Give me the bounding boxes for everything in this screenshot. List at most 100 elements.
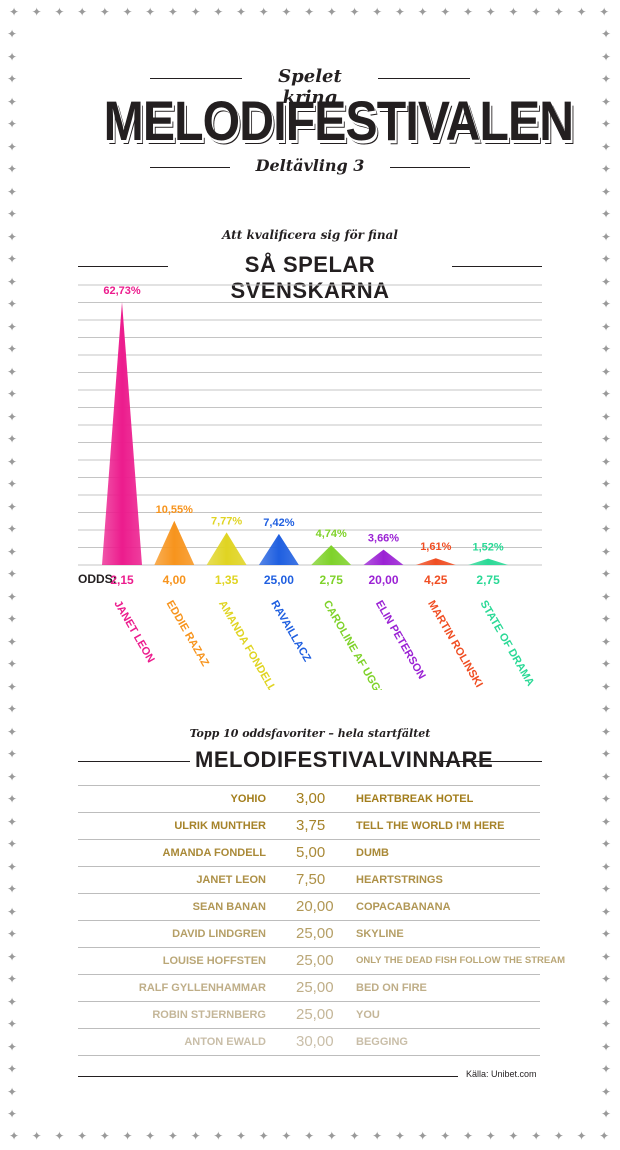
border-star-icon: ✦ — [167, 5, 178, 19]
border-star-icon: ✦ — [600, 27, 612, 41]
border-star-icon: ✦ — [6, 297, 18, 311]
header-sub-line-right — [390, 167, 470, 168]
border-star-icon: ✦ — [6, 117, 18, 131]
table-row: LOUISE HOFFSTEN 25,00 ONLY THE DEAD FISH F… — [78, 947, 565, 974]
border-star-icon: ✦ — [190, 5, 201, 19]
odds-cell: 25,00 — [296, 952, 334, 969]
song-cell: HEARTSTRINGS — [356, 874, 443, 886]
artist-cell: DAVID LINDGREN — [172, 928, 266, 940]
border-star-icon: ✦ — [600, 387, 612, 401]
chart-odds-label: 4,00 — [163, 573, 187, 587]
chart-odds-label: 4,25 — [424, 573, 448, 587]
border-star-icon: ✦ — [235, 1129, 247, 1143]
border-star-icon: ✦ — [6, 679, 18, 694]
border-star-icon: ✦ — [6, 792, 18, 806]
border-star-icon: ✦ — [600, 1039, 612, 1054]
chart-category-label: MARTIN ROLINSKI — [425, 599, 485, 690]
border-star-icon: ✦ — [440, 5, 451, 19]
border-star-icon: ✦ — [600, 1084, 612, 1099]
border-star-icon: ✦ — [6, 634, 18, 649]
border-star-icon: ✦ — [6, 409, 18, 424]
section1-title: SÅ SPELAR SVENSKARNA — [230, 252, 390, 303]
border-star-icon: ✦ — [6, 477, 18, 491]
border-star-icon: ✦ — [394, 1129, 405, 1143]
border-star-icon: ✦ — [6, 139, 18, 154]
border-star-icon: ✦ — [6, 882, 18, 896]
chart-bar — [154, 520, 195, 565]
border-star-icon: ✦ — [600, 297, 612, 311]
favorites-table: YOHIO 3,00 HEARTBREAK HOTEL ULRIK MUNTHER 3,… — [78, 785, 565, 1056]
border-star-icon: ✦ — [6, 1039, 18, 1054]
table-row: ROBIN STJERNBERG 25,00 YOU — [78, 1001, 540, 1028]
section2-line-left — [78, 761, 190, 762]
header-top-line-right — [378, 78, 470, 79]
border-star-icon: ✦ — [553, 1129, 564, 1143]
table-row: ANTON EWALD 30,00 BEGGING — [78, 1028, 540, 1056]
border-star-icon: ✦ — [281, 1129, 292, 1143]
odds-cell: 5,00 — [296, 844, 326, 861]
border-star-icon: ✦ — [600, 49, 612, 64]
odds-cell: 25,00 — [296, 1006, 334, 1023]
border-star-icon: ✦ — [600, 409, 612, 424]
border-star-icon: ✦ — [304, 1129, 315, 1143]
chart-category-label: RAVAILLACZ — [268, 599, 313, 665]
border-star-icon: ✦ — [417, 1129, 428, 1143]
artist-cell: ULRIK MUNTHER — [174, 820, 266, 832]
border-star-icon: ✦ — [6, 274, 18, 289]
border-star-icon: ✦ — [6, 342, 18, 356]
header-top-line-left — [150, 78, 242, 79]
border-star-icon: ✦ — [6, 454, 18, 469]
chart-value-label: 7,77% — [211, 515, 242, 527]
border-star-icon: ✦ — [6, 544, 18, 559]
border-star-icon: ✦ — [6, 49, 18, 64]
border-star-icon: ✦ — [600, 94, 612, 109]
border-star-icon: ✦ — [553, 5, 564, 19]
border-star-icon: ✦ — [99, 5, 110, 19]
song-cell: COPACABANANA — [356, 901, 451, 913]
section1-line-left — [78, 266, 168, 267]
chart-odds-label: 2,75 — [476, 573, 500, 587]
chart-value-label: 62,73% — [103, 285, 141, 297]
border-star-icon: ✦ — [6, 972, 18, 986]
border-star-icon: ✦ — [6, 859, 18, 874]
border-star-icon: ✦ — [600, 319, 612, 334]
chart-category-label: STATE OF DRAMA — [478, 599, 537, 689]
border-star-icon: ✦ — [6, 837, 18, 851]
border-star-icon: ✦ — [6, 612, 18, 626]
odds-cell: 25,00 — [296, 925, 334, 942]
border-star-icon: ✦ — [600, 949, 612, 964]
border-star-icon: ✦ — [600, 252, 612, 266]
border-star-icon: ✦ — [6, 27, 18, 41]
song-cell: TELL THE WORLD I'M HERE — [356, 820, 505, 832]
header-subtitle: Deltävling 3 — [255, 156, 365, 175]
border-star-icon: ✦ — [6, 207, 18, 221]
border-star-icon: ✦ — [349, 1129, 360, 1143]
table-row: AMANDA FONDELL 5,00 DUMB — [78, 839, 540, 866]
odds-cell: 3,00 — [296, 790, 326, 807]
border-star-icon: ✦ — [31, 1129, 42, 1143]
border-star-icon: ✦ — [600, 814, 612, 829]
border-star-icon: ✦ — [600, 589, 612, 604]
border-star-icon: ✦ — [600, 994, 612, 1009]
chart-value-label: 10,55% — [156, 504, 194, 516]
border-star-icon: ✦ — [258, 5, 269, 19]
song-cell: SKYLINE — [356, 928, 404, 940]
song-cell: ONLY THE DEAD FISH FOLLOW THE STREAM — [356, 955, 566, 966]
odds-cell: 7,50 — [296, 871, 326, 888]
border-star-icon: ✦ — [145, 1129, 156, 1143]
border-star-icon: ✦ — [600, 612, 612, 626]
border-star-icon: ✦ — [600, 882, 612, 896]
chart-bar — [102, 302, 142, 565]
table-row: DAVID LINDGREN 25,00 SKYLINE — [78, 920, 540, 947]
table-row: SEAN BANAN 20,00 COPACABANANA — [78, 893, 540, 920]
chart-category-label: EDDIE RAZAZ — [164, 599, 212, 669]
song-cell: YOU — [356, 1009, 380, 1021]
header-kicker: Spelet kring — [278, 66, 342, 108]
border-star-icon: ✦ — [6, 229, 18, 244]
border-star-icon: ✦ — [6, 724, 18, 739]
border-star-icon: ✦ — [122, 1129, 133, 1143]
border-star-icon: ✦ — [600, 1062, 612, 1076]
chart-value-label: 1,52% — [472, 542, 503, 554]
border-star-icon: ✦ — [6, 702, 18, 716]
